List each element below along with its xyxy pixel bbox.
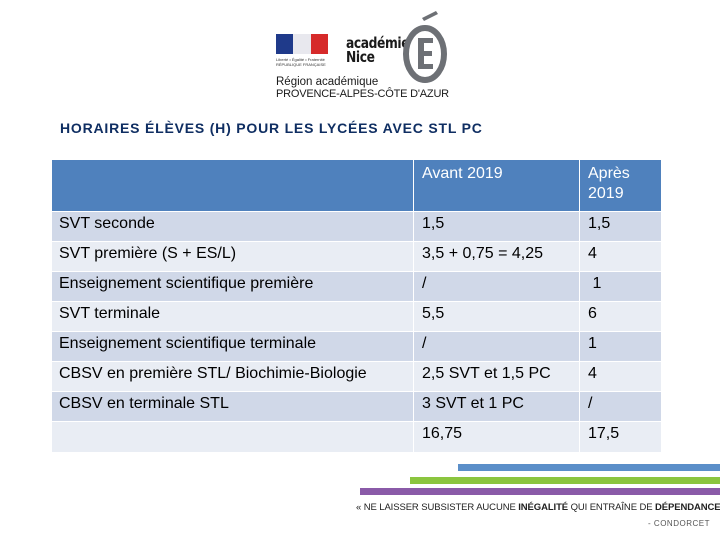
academie-wordmark: académie Nice [346, 34, 410, 66]
page-title: HORAIRES ÉLÈVES (H) POUR LES LYCÉES AVEC… [60, 120, 483, 136]
region-line1: Région académique [276, 76, 379, 88]
subject-cell: CBSV en première STL/ Biochimie-Biologie [51, 361, 414, 392]
subject-cell: SVT terminale [51, 301, 414, 332]
academie-e-icon [403, 11, 447, 83]
table-row: SVT seconde 1,5 1,5 [51, 211, 662, 242]
table-row: SVT terminale 5,5 6 [51, 301, 662, 332]
after-cell: 1,5 [579, 211, 662, 242]
academie-logo: Liberté • Égalité • Fraternité RÉPUBLIQU… [276, 10, 456, 102]
before-total-cell: 16,75 [413, 421, 580, 453]
region-line2: PROVENCE-ALPES-CÔTE D'AZUR [276, 88, 449, 100]
before-cell: 2,5 SVT et 1,5 PC [413, 361, 580, 392]
footer-stripe-green [410, 477, 720, 484]
slogan-part2: QUI ENTRAÎNE DE [568, 502, 656, 513]
slogan-part1: « NE LAISSER SUBSISTER AUCUNE [356, 502, 519, 513]
table-header-row: Avant 2019 Après 2019 [51, 159, 662, 212]
table-row: Enseignement scientifique première / 1 [51, 271, 662, 302]
table-total-row: 16,75 17,5 [51, 421, 662, 453]
footer-stripe-purple [360, 488, 720, 495]
before-cell: / [413, 271, 580, 302]
header-cell-after-2019: Après 2019 [579, 159, 662, 212]
subject-cell: SVT première (S + ES/L) [51, 241, 414, 272]
header-cell-before-2019: Avant 2019 [413, 159, 580, 212]
hours-table: Avant 2019 Après 2019 SVT seconde 1,5 1,… [51, 159, 662, 453]
academie-line1: académie [346, 34, 410, 52]
footer-stripes [0, 464, 720, 504]
after-cell: 1 [579, 271, 662, 302]
table-row: CBSV en terminale STL 3 SVT et 1 PC / [51, 391, 662, 422]
subject-cell: CBSV en terminale STL [51, 391, 414, 422]
table-row: Enseignement scientifique terminale / 1 [51, 331, 662, 362]
before-cell: / [413, 331, 580, 362]
subject-cell [51, 421, 414, 453]
footer-slogan: « NE LAISSER SUBSISTER AUCUNE INÉGALITÉ … [356, 502, 720, 513]
subject-cell: Enseignement scientifique première [51, 271, 414, 302]
header-cell-subject [51, 159, 414, 212]
marianne-logo: Liberté • Égalité • Fraternité RÉPUBLIQU… [276, 34, 328, 72]
before-cell: 1,5 [413, 211, 580, 242]
slogan-bold2: DÉPENDANCE [655, 502, 720, 513]
table-row: CBSV en première STL/ Biochimie-Biologie… [51, 361, 662, 392]
after-cell: 4 [579, 361, 662, 392]
slogan-bold1: INÉGALITÉ [518, 502, 569, 513]
after-cell: 4 [579, 241, 662, 272]
subject-cell: SVT seconde [51, 211, 414, 242]
before-cell: 3,5 + 0,75 = 4,25 [413, 241, 580, 272]
marianne-caption: Liberté • Égalité • Fraternité RÉPUBLIQU… [276, 57, 326, 67]
before-cell: 3 SVT et 1 PC [413, 391, 580, 422]
french-flag-icon [276, 34, 328, 54]
footer-author: - CONDORCET [648, 519, 710, 528]
subject-cell: Enseignement scientifique terminale [51, 331, 414, 362]
after-cell: / [579, 391, 662, 422]
footer-stripe-blue [458, 464, 720, 471]
academie-line2: Nice [346, 48, 375, 66]
after-total-cell: 17,5 [579, 421, 662, 453]
region-label: Région académique PROVENCE-ALPES-CÔTE D'… [276, 76, 449, 100]
table-row: SVT première (S + ES/L) 3,5 + 0,75 = 4,2… [51, 241, 662, 272]
after-cell: 1 [579, 331, 662, 362]
before-cell: 5,5 [413, 301, 580, 332]
after-cell: 6 [579, 301, 662, 332]
